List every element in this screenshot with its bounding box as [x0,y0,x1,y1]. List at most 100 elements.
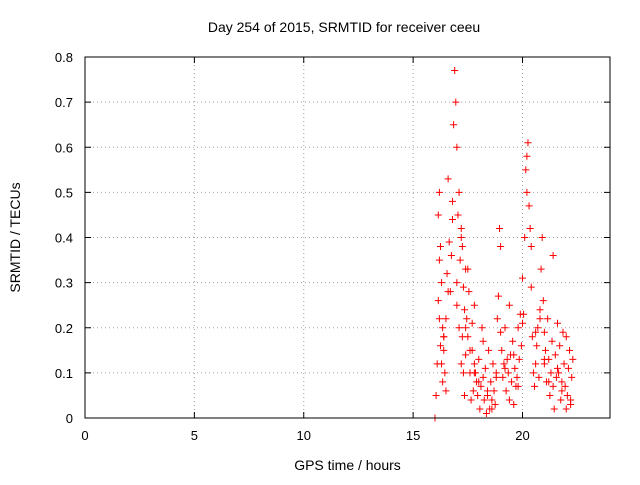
data-point [439,324,447,332]
data-point [494,292,502,300]
data-point [482,409,490,417]
data-point [452,98,460,106]
data-point [551,351,559,359]
data-point [559,328,567,336]
data-point [537,265,545,273]
data-point [564,364,572,372]
data-point [523,188,531,196]
data-point [527,283,535,291]
data-point [459,369,467,377]
data-point [569,355,577,363]
chart-title: Day 254 of 2015, SRMTID for receiver cee… [208,19,480,35]
data-point [508,378,516,386]
data-point [480,396,488,404]
data-point [474,391,482,399]
data-point [488,405,496,413]
data-point [532,328,540,336]
x-tick-label: 20 [515,428,529,443]
y-tick-label: 0.1 [55,366,73,381]
data-point [503,355,511,363]
data-point [500,360,508,368]
data-point [525,202,533,210]
data-point [521,234,529,241]
y-tick-label: 0.6 [55,140,73,155]
data-point [499,373,507,381]
y-tick-label: 0.5 [55,185,73,200]
data-point [487,378,495,386]
data-point [467,396,475,404]
data-point [456,256,464,264]
data-point [540,328,548,336]
data-point [455,324,463,332]
data-point [457,360,465,368]
data-point [470,301,478,309]
data-point [519,319,526,327]
data-point [453,279,461,287]
x-tick-label: 10 [297,428,311,443]
data-point [563,391,571,399]
data-point [488,396,496,404]
data-point [513,373,521,381]
data-point [511,364,519,372]
data-point [465,288,473,296]
data-point [439,378,447,386]
data-point [501,364,509,372]
data-point [561,382,569,390]
data-point [432,391,440,399]
data-point [562,405,570,413]
data-point [546,391,554,399]
data-point [445,238,453,246]
data-point [444,175,452,183]
data-point [441,369,449,377]
data-point [451,67,459,75]
data-point [510,400,518,408]
data-point [476,405,484,413]
data-point [475,355,483,363]
data-point [461,391,469,399]
data-point [510,351,518,359]
data-point [514,382,522,390]
data-point [557,396,565,404]
data-point [464,333,472,341]
data-point [566,346,574,354]
data-point [478,324,486,332]
y-tick-label: 0.7 [55,95,73,110]
data-point [470,369,478,377]
data-point [498,346,506,354]
data-point [477,382,485,390]
data-point [442,387,450,395]
data-point [479,337,487,345]
data-point [443,270,451,278]
data-point [541,346,549,354]
data-point [532,360,540,368]
data-point [462,265,470,273]
data-point [461,306,469,314]
data-point [462,324,470,332]
y-tick-label: 0.4 [55,231,73,246]
data-point [535,373,543,381]
data-point [520,310,528,318]
y-tick-label: 0.8 [55,50,73,65]
data-point [462,351,470,359]
data-point [436,342,444,350]
data-point [497,328,505,336]
data-point [522,166,530,174]
data-point [475,378,483,386]
data-point [519,274,526,282]
data-point [440,346,448,354]
data-point [528,333,536,341]
data-point [434,297,442,305]
data-point [547,369,555,377]
data-point [505,396,513,404]
data-point [540,355,548,363]
data-point [515,355,523,363]
y-tick-label: 0 [66,411,73,426]
data-point [444,288,452,296]
y-tick-label: 0.2 [55,321,73,336]
data-point [527,243,535,251]
data-point [517,342,525,350]
data-point [447,252,455,260]
data-point [469,387,477,395]
